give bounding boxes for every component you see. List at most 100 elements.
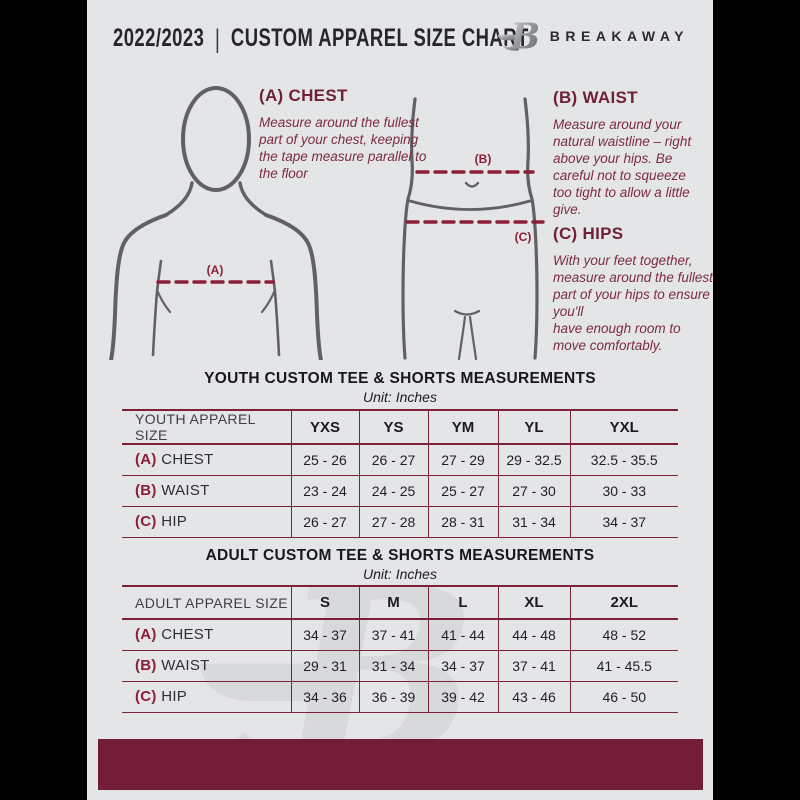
waist-heading: (B) WAIST <box>553 88 638 107</box>
table-cell: 34 - 37 <box>290 619 359 651</box>
table-cell: 23 - 24 <box>290 475 359 507</box>
table-cell: 39 - 42 <box>427 681 498 713</box>
table-cell: 48 - 52 <box>569 619 678 651</box>
table-row: (C) HIP 26 - 27 27 - 28 28 - 31 31 - 34 … <box>122 506 678 538</box>
table-cell: 46 - 50 <box>569 681 678 713</box>
table-cell: 25 - 27 <box>427 475 498 507</box>
table-cell: 41 - 45.5 <box>569 650 678 682</box>
table-cell: 28 - 31 <box>427 506 498 538</box>
table-cell: 30 - 33 <box>569 475 678 507</box>
row-label-prefix: (C) <box>135 513 157 530</box>
left-armpit-line <box>155 288 172 314</box>
row-label: (B) WAIST <box>122 475 291 507</box>
table-cell: 37 - 41 <box>497 650 570 682</box>
row-label: (A) CHEST <box>122 619 291 651</box>
table-row: (B) WAIST 23 - 24 24 - 25 25 - 27 27 - 3… <box>122 475 678 507</box>
row-label: (A) CHEST <box>122 444 291 476</box>
table-cell: 27 - 29 <box>427 444 498 476</box>
table-cell: 29 - 31 <box>290 650 359 682</box>
table-row: (A) CHEST 34 - 37 37 - 41 41 - 44 44 - 4… <box>122 619 678 651</box>
table-cell: 26 - 27 <box>290 506 359 538</box>
brand-name: BREAKAWAY <box>549 28 689 44</box>
torso-figure-diagram: (A) <box>109 86 323 360</box>
left-shoulder-arm-line <box>109 213 168 360</box>
column-header: YOUTH APPAREL SIZE <box>122 409 291 445</box>
chest-instructions: (A) CHEST Measure around the fullest par… <box>259 86 431 182</box>
adult-size-table: ADULT APPAREL SIZE S M L XL 2XL (A) CHES… <box>122 585 678 713</box>
footer-accent-bar <box>98 739 703 790</box>
table-cell: 32.5 - 35.5 <box>569 444 678 476</box>
row-label-text: HIP <box>161 688 188 705</box>
chest-body-text: Measure around the fullest part of your … <box>259 115 427 181</box>
body-left-outline <box>401 97 417 360</box>
row-label: (B) WAIST <box>122 650 291 682</box>
row-label-text: CHEST <box>161 626 214 644</box>
row-label-prefix: (C) <box>135 688 157 705</box>
inner-left-leg-line <box>457 315 467 360</box>
table-cell: 27 - 28 <box>358 506 428 538</box>
hips-body-text: With your feet together, measure around … <box>553 253 713 353</box>
neck-right-line <box>238 181 268 217</box>
table-header-row: YOUTH APPAREL SIZE YXS YS YM YL YXL <box>122 409 678 445</box>
table-cell: 26 - 27 <box>358 444 428 476</box>
column-header: L <box>427 585 498 620</box>
table-cell: 25 - 26 <box>290 444 359 476</box>
table-cell: 27 - 30 <box>497 475 570 507</box>
column-header: M <box>358 585 428 620</box>
row-label-prefix: (B) <box>135 657 157 674</box>
column-header: YS <box>358 409 428 445</box>
page-title: 2022/2023 | CUSTOM APPAREL SIZE CHART <box>113 24 529 55</box>
right-shoulder-arm-line <box>264 213 323 360</box>
adult-table-title: ADULT CUSTOM TEE & SHORTS MEASUREMENTS <box>205 547 595 564</box>
column-header: 2XL <box>569 585 678 620</box>
row-label-text: WAIST <box>161 657 210 674</box>
table-cell: 41 - 44 <box>427 619 498 651</box>
row-label-prefix: (B) <box>135 482 157 499</box>
table-cell: 31 - 34 <box>497 506 570 538</box>
column-header: YL <box>497 409 570 445</box>
hips-figure-diagram: (B) (C) <box>401 97 545 360</box>
table-cell: 34 - 37 <box>569 506 678 538</box>
table-cell: 37 - 41 <box>358 619 428 651</box>
column-header: YXL <box>569 409 678 445</box>
column-header: ADULT APPAREL SIZE <box>122 585 291 620</box>
hips-heading: (C) HIPS <box>553 224 624 243</box>
row-label: (C) HIP <box>122 506 291 538</box>
table-row: (C) HIP 34 - 36 36 - 39 39 - 42 43 - 46 … <box>122 681 678 713</box>
table-cell: 34 - 36 <box>290 681 359 713</box>
table-cell: 44 - 48 <box>497 619 570 651</box>
left-chest-side-line <box>151 259 163 357</box>
title-text: CUSTOM APPAREL SIZE CHART <box>230 24 529 52</box>
breakaway-b-logo-icon <box>497 17 539 55</box>
table-cell: 29 - 32.5 <box>497 444 570 476</box>
size-chart-page: 2022/2023 | CUSTOM APPAREL SIZE CHART BR… <box>87 0 713 800</box>
waist-instructions: (B) WAIST Measure around your natural wa… <box>553 88 705 218</box>
table-cell: 43 - 46 <box>497 681 570 713</box>
chest-marker-label: (A) <box>207 263 224 277</box>
neck-left-line <box>164 181 194 217</box>
row-label-prefix: (A) <box>135 626 157 644</box>
column-header: S <box>290 585 359 620</box>
navel-curve <box>464 181 480 188</box>
youth-size-table: YOUTH APPAREL SIZE YXS YS YM YL YXL (A) … <box>122 409 678 538</box>
table-cell: 34 - 37 <box>427 650 498 682</box>
crotch-curve <box>453 309 481 316</box>
table-row: (B) WAIST 29 - 31 31 - 34 34 - 37 37 - 4… <box>122 650 678 682</box>
row-label: (C) HIP <box>122 681 291 713</box>
table-header-row: ADULT APPAREL SIZE S M L XL 2XL <box>122 585 678 620</box>
waist-body-text: Measure around your natural waistline – … <box>553 117 692 217</box>
row-label-prefix: (A) <box>135 451 157 469</box>
title-year: 2022/2023 <box>113 24 205 52</box>
column-header: YM <box>427 409 498 445</box>
right-armpit-line <box>260 288 277 314</box>
column-header: XL <box>497 585 570 620</box>
hip-waistline-curve <box>408 199 532 211</box>
column-header: YXS <box>290 409 359 445</box>
row-label-text: WAIST <box>161 482 210 499</box>
table-cell: 24 - 25 <box>358 475 428 507</box>
row-label-text: CHEST <box>161 451 214 469</box>
row-label-text: HIP <box>161 513 188 530</box>
adult-table-unit: Unit: Inches <box>363 566 437 582</box>
right-chest-side-line <box>269 259 281 357</box>
